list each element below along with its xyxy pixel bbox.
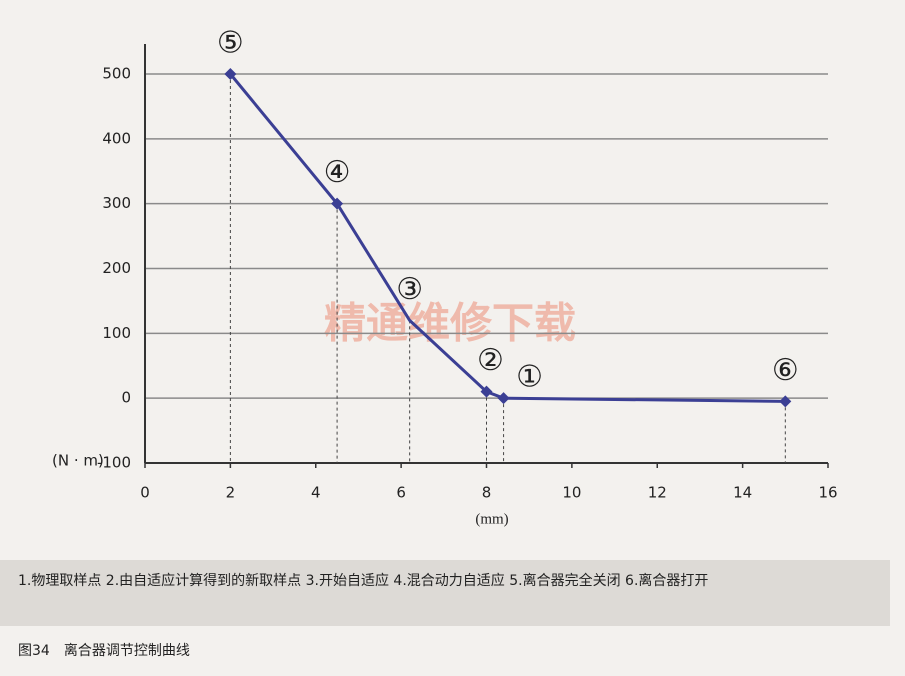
marker [497,392,510,405]
x-tick-label: 6 [396,484,406,502]
point-label: ⑤ [217,26,244,61]
y-tick-label: 0 [121,389,131,407]
marker [480,385,493,398]
chart: (N · m) (mm) 精通维修下载 -1000100200300400500… [52,26,838,528]
y-tick-label: 300 [102,194,131,212]
x-axis-label: (mm) [475,511,508,527]
line [229,73,786,403]
x-tick-label: 16 [818,484,837,502]
y-tick-label: -100 [97,454,131,472]
notes: 1.物理取样点 2.由自适应计算得到的新取样点 3.开始自适应 4.混合动力自适… [0,560,890,626]
watermark: 精通维修下载 [324,299,576,348]
x-tick-label: 14 [733,484,752,502]
point-label: ⑥ [772,353,799,388]
marker [331,197,344,210]
point-label: ② [477,343,504,378]
marker [224,68,237,80]
point-label: ① [516,360,543,395]
point-label: ③ [396,272,423,307]
y-tick-label: 100 [102,324,131,342]
x-tick-label: 8 [482,484,492,502]
y-tick-label: 500 [102,65,131,83]
x-tick-label: 0 [140,484,150,502]
x-tick-label: 10 [562,484,581,502]
marker [779,395,792,408]
y-axis-label: (N · m) [52,452,104,470]
y-tick-label: 400 [102,129,131,147]
figure-caption: 图34 离合器调节控制曲线 [18,643,190,659]
point-label: ④ [324,155,351,190]
x-tick-label: 12 [648,484,667,502]
x-tick-label: 4 [311,484,321,502]
y-tick-label: 200 [102,259,131,277]
x-tick-label: 2 [226,484,236,502]
